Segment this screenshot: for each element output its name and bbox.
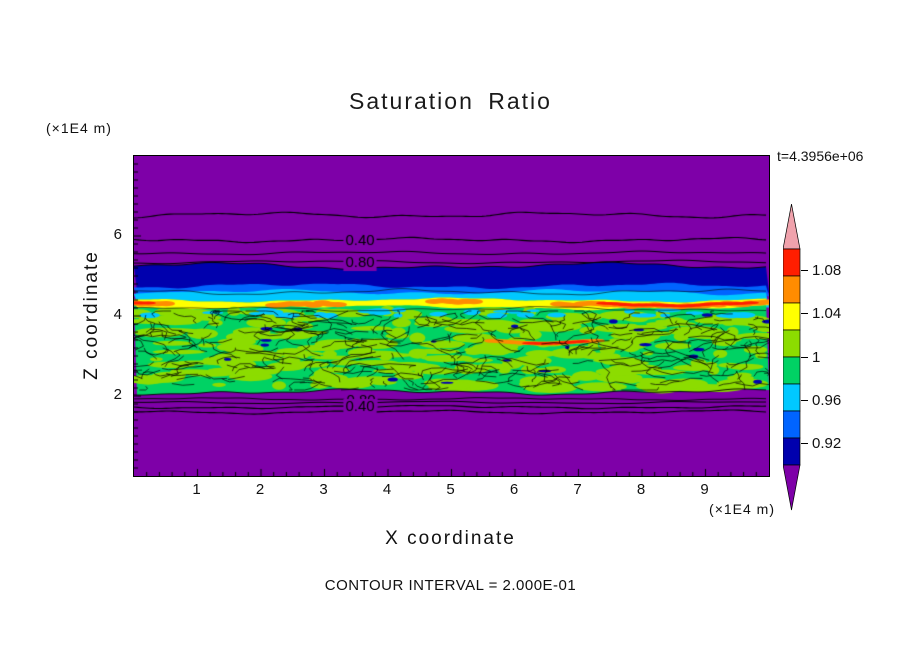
colorbar-tick-label: 1 [812,349,821,366]
colorbar-tick [801,313,808,314]
y-axis-title: Z coordinate [81,250,102,380]
x-tick-label: 6 [509,481,519,498]
colorbar-segment [783,329,801,358]
x-tick-label: 7 [573,481,582,498]
contour-interval-caption: CONTOUR INTERVAL = 2.000E-01 [324,577,577,594]
colorbar-segment [783,248,801,277]
y-axis-unit-label: (×1E4 m) [46,120,112,136]
colorbar-segment [783,356,801,385]
y-tick-label: 2 [113,386,122,403]
colorbar-tick [801,443,808,444]
colorbar-tick-label: 0.92 [812,435,842,452]
colorbar-tick-label: 0.96 [812,392,842,409]
colorbar [783,204,801,511]
colorbar-segment [783,410,801,439]
colorbar-tick [801,400,808,401]
x-tick-label: 8 [636,481,646,498]
x-tick-label: 2 [255,481,265,498]
colorbar-segment [783,383,801,412]
x-tick-label: 4 [382,481,392,498]
colorbar-segment [783,275,801,304]
colorbar-tick-label: 1.08 [812,262,842,279]
colorbar-tick [801,270,808,271]
colorbar-tick-label: 1.04 [812,305,842,322]
x-tick-label: 1 [192,481,201,498]
x-tick-label: 5 [446,481,455,498]
x-tick-label: 9 [700,481,709,498]
colorbar-segment [783,464,801,511]
contour-field [134,156,769,476]
x-axis-unit-label: (×1E4 m) [709,501,775,517]
colorbar-segment [783,302,801,331]
colorbar-tick [801,357,808,358]
y-tick-label: 4 [113,306,122,323]
chart-title: Saturation Ratio [349,88,552,114]
colorbar-segment [783,437,801,466]
y-tick-label: 6 [113,226,122,243]
x-axis-title: X coordinate [385,528,516,549]
x-tick-label: 3 [319,481,328,498]
plot-area [133,155,770,477]
time-annotation: t=4.3956e+06 [777,148,864,164]
colorbar-segment [783,204,801,250]
